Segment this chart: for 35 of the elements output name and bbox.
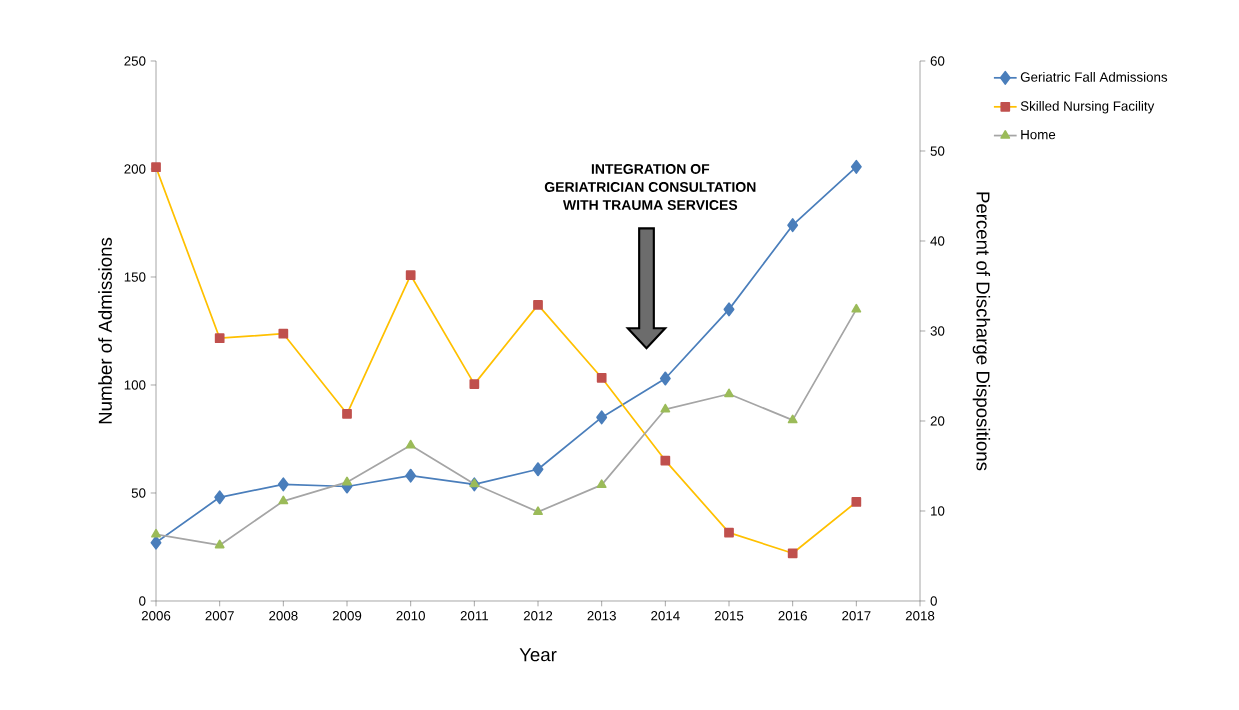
y2-tick-label: 0 (930, 596, 937, 606)
y-tick-label: 0 (139, 596, 146, 606)
x-tick-label: 2016 (778, 611, 807, 621)
x-axis-title: Year (519, 648, 557, 662)
x-tick-label: 2008 (269, 611, 298, 621)
x-tick-label: 2006 (141, 611, 171, 621)
annotation: INTEGRATION OF (591, 164, 710, 174)
y2-axis-title: Percent of Discharge Dispositions (972, 192, 991, 471)
y2-tick-label: 50 (930, 146, 945, 156)
y2-tick-label: 10 (931, 506, 945, 516)
x-tick-label: 2009 (332, 611, 362, 621)
x-tick-label: 2011 (460, 611, 489, 621)
y2-tick-label: 60 (930, 56, 945, 66)
annotation: WITH TRAUMA SERVICES (562, 200, 738, 210)
y2-tick-label: 40 (930, 236, 945, 246)
y2-tick-label: 20 (930, 416, 945, 426)
x-tick-label: 2017 (842, 611, 871, 621)
y-tick-label: 150 (124, 272, 146, 282)
legend-label: Skilled Nursing Facility (1020, 100, 1155, 114)
x-tick-label: 2007 (205, 611, 234, 621)
legend-label: Home (1021, 129, 1056, 140)
x-tick-label: 2014 (651, 611, 680, 621)
x-tick-label: 2018 (905, 611, 935, 621)
x-tick-label: 2015 (714, 611, 744, 621)
x-tick-label: 2012 (523, 611, 553, 621)
y-axis-title: Number of Admissions (98, 237, 112, 424)
y-tick-label: 50 (131, 488, 146, 498)
legend-label: Geriatric Fall Admissions (1020, 72, 1168, 82)
y-tick-label: 100 (124, 380, 146, 390)
annotation: GERIATRICIAN CONSULTATION (544, 182, 756, 192)
y-tick-label: 250 (124, 56, 146, 66)
x-tick-label: 2013 (587, 611, 616, 621)
x-tick-label: 2010 (396, 611, 425, 621)
y2-tick-label: 30 (930, 326, 945, 336)
y-tick-label: 200 (124, 164, 146, 174)
